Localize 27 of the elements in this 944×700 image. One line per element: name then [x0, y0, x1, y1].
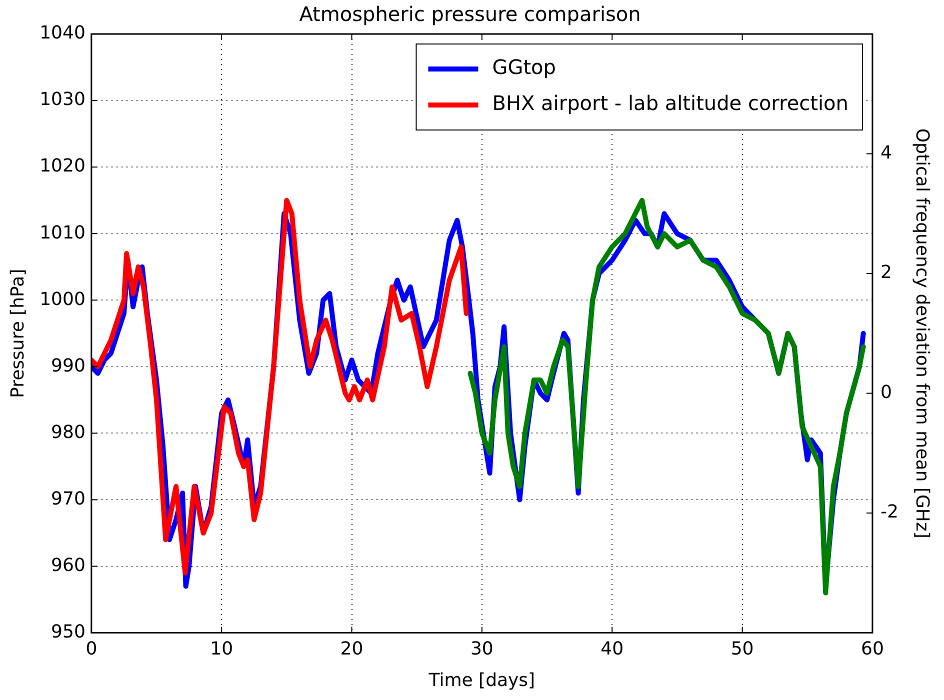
x-tick-label: 60	[861, 638, 884, 660]
x-tick-label: 0	[86, 638, 98, 660]
chart-title: Atmospheric pressure comparison	[299, 2, 641, 26]
y2-tick-label: 0	[880, 382, 892, 403]
x-tick-label: 40	[600, 638, 624, 660]
y-tick-label: 1020	[40, 156, 86, 177]
y2-tick-label: -2	[880, 502, 898, 523]
y2-tick-label: 4	[880, 142, 892, 164]
legend-label: BHX airport - lab altitude correction	[492, 91, 848, 116]
y-tick-label: 1000	[40, 288, 86, 310]
y2-axis-title: Optical frequency deviation from mean [GHz]	[912, 128, 933, 538]
x-tick-label: 10	[210, 638, 234, 660]
x-axis-title: Time [days]	[428, 670, 536, 691]
y2-tick-label: 2	[880, 262, 892, 284]
y-tick-label: 1040	[40, 22, 86, 44]
y-tick-label: 970	[51, 488, 86, 510]
y-axis-title: Pressure [hPa]	[7, 268, 28, 398]
y-tick-label: 990	[51, 355, 86, 376]
y-tick-label: 1010	[40, 222, 86, 244]
y-tick-label: 950	[51, 621, 86, 642]
y-tick-label: 1030	[40, 89, 86, 110]
x-tick-label: 30	[470, 638, 494, 660]
x-tick-label: 20	[340, 638, 364, 660]
legend-label: GGtop	[492, 55, 556, 80]
y-tick-label: 960	[51, 554, 86, 576]
y-tick-label: 980	[51, 422, 86, 443]
x-tick-label: 50	[730, 638, 754, 660]
